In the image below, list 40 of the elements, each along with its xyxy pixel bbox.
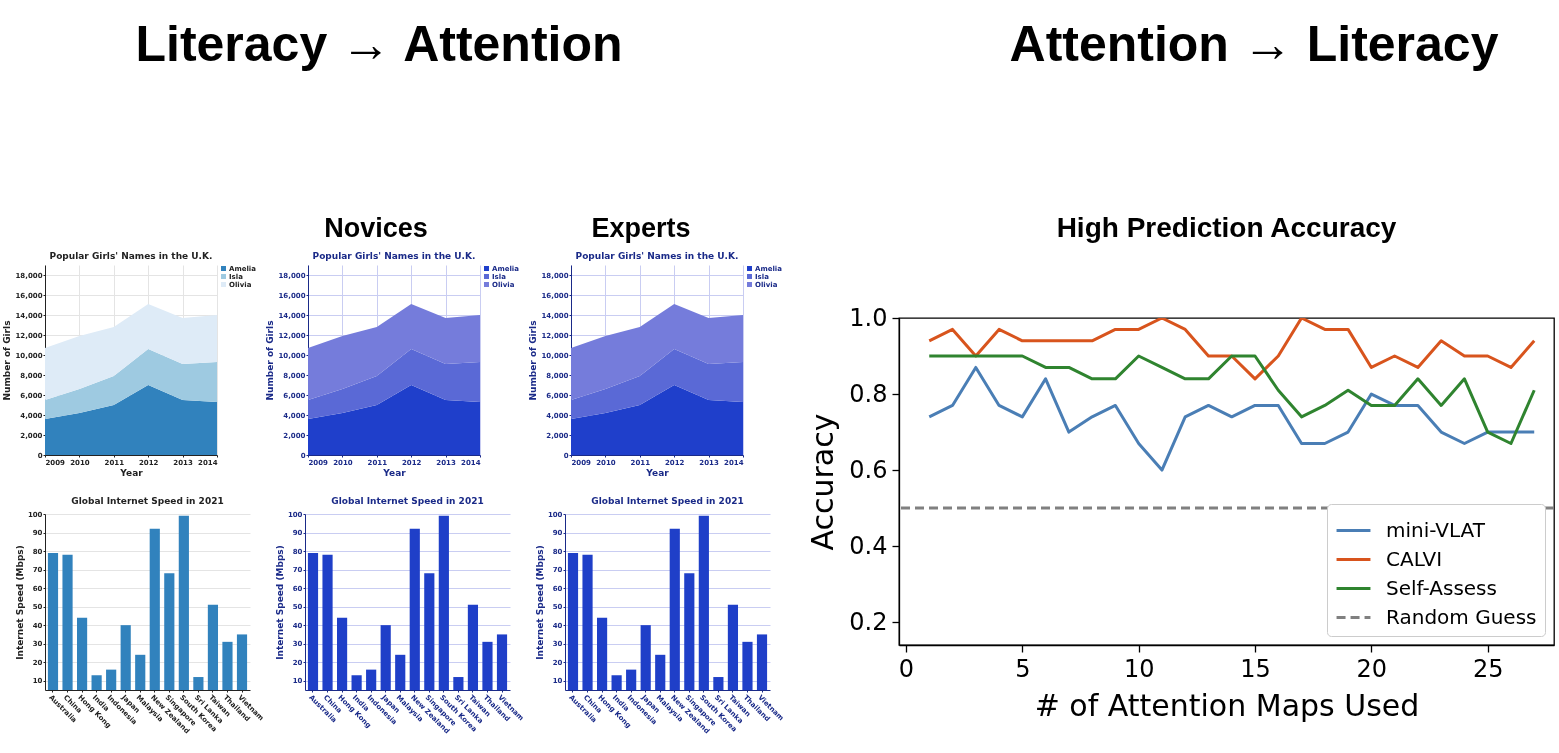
x-tick-label: 20 <box>1356 654 1388 683</box>
chart-title: Popular Girls' Names in the U.K. <box>575 250 739 261</box>
legend-label: Random Guess <box>1386 604 1537 629</box>
y-tick-label: 0.4 <box>849 531 888 560</box>
text: Literacy → Attention <box>135 16 623 72</box>
y-axis-title: Number of Girls <box>265 320 276 401</box>
y-axis-title: Number of Girls <box>2 320 13 401</box>
x-axis-title: Year <box>645 467 670 478</box>
legend-label: Self-Assess <box>1386 575 1497 600</box>
x-tick-label: 0 <box>898 654 915 683</box>
chart-title: Popular Girls' Names in the U.K. <box>312 250 476 261</box>
y-tick-label: 0.2 <box>849 607 888 636</box>
y-axis-title: Internet Speed (Mbps) <box>274 545 285 660</box>
legend-label: mini-VLAT <box>1386 517 1486 542</box>
x-tick-label: 5 <box>1015 654 1031 683</box>
chart-title: Global Internet Speed in 2021 <box>71 496 224 506</box>
line-series <box>927 354 1536 445</box>
x-tick-label: 25 <box>1472 654 1504 683</box>
text: Attention → Literacy <box>1009 16 1499 72</box>
x-axis-title: Year <box>382 467 407 478</box>
legend-label: CALVI <box>1386 546 1443 571</box>
y-axis-title: Internet Speed (Mbps) <box>14 545 25 660</box>
chart-title: High Prediction Accuracy <box>1056 212 1397 243</box>
chart-title: Global Internet Speed in 2021 <box>591 496 744 506</box>
line-series <box>927 318 1536 381</box>
text: Experts <box>591 213 691 243</box>
chart-title: Global Internet Speed in 2021 <box>331 496 484 506</box>
chart-title: Popular Girls' Names in the U.K. <box>49 250 213 261</box>
y-axis-title: Number of Girls <box>528 320 539 401</box>
x-tick-label: 10 <box>1123 654 1155 683</box>
text: Novices <box>324 213 428 243</box>
line-series <box>927 365 1536 472</box>
x-axis-title: # of Attention Maps Used <box>1034 687 1420 723</box>
x-axis-title: Year <box>119 467 144 478</box>
y-tick-label: 0.8 <box>849 379 888 408</box>
y-tick-label: 0.6 <box>849 455 888 484</box>
y-tick-label: 1.0 <box>849 303 888 332</box>
x-tick-label: 15 <box>1240 654 1271 683</box>
y-axis-title: Accuracy <box>805 413 841 551</box>
y-axis-title: Internet Speed (Mbps) <box>534 545 545 660</box>
